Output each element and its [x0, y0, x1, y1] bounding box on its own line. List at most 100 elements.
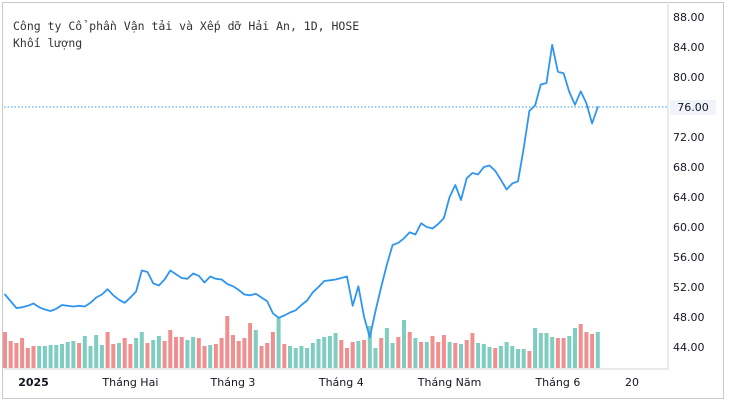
- volume-bar: [322, 337, 327, 368]
- volume-bar: [88, 346, 93, 368]
- volume-bar: [561, 338, 566, 368]
- volume-bar: [590, 334, 595, 368]
- volume-bar: [151, 340, 156, 368]
- volume-bar: [390, 343, 395, 368]
- volume-bar: [402, 320, 406, 368]
- volume-bar: [333, 333, 338, 368]
- y-tick-label: 68.00: [673, 161, 705, 174]
- volume-bar: [128, 344, 133, 368]
- volume-bar: [111, 344, 116, 368]
- volume-bar: [105, 332, 110, 368]
- x-tick-label: Tháng Năm: [417, 376, 482, 389]
- x-tick-label: Tháng 4: [318, 376, 364, 389]
- volume-bar: [367, 326, 372, 368]
- y-tick-label: 80.00: [673, 71, 705, 84]
- volume-bar: [413, 338, 418, 368]
- volume-bar: [236, 341, 241, 368]
- volume-bar: [156, 336, 161, 368]
- y-tick-label: 84.00: [673, 41, 705, 54]
- volume-bar: [8, 341, 13, 368]
- volume-bar: [379, 338, 384, 368]
- volume-bar: [327, 336, 332, 368]
- volume-bar: [265, 343, 270, 368]
- volume-bar: [248, 323, 253, 368]
- volume-bar: [37, 346, 42, 368]
- volume-bar: [504, 342, 509, 368]
- volume-bar: [288, 346, 292, 368]
- chart-subtitle: Khối lượng: [13, 36, 83, 50]
- volume-bar: [430, 336, 435, 368]
- volume-bar: [282, 344, 287, 368]
- volume-bar: [356, 341, 361, 368]
- volume-bar: [419, 342, 424, 368]
- volume-bar: [362, 340, 367, 368]
- volume-bar: [339, 340, 344, 368]
- volume-bar: [31, 346, 36, 368]
- volume-bar: [436, 342, 441, 368]
- volume-bar: [293, 348, 298, 368]
- x-tick-label: 2025: [18, 376, 49, 389]
- volume-bar: [498, 346, 503, 368]
- volume-bar: [174, 337, 178, 368]
- volume-bar: [168, 330, 173, 368]
- volume-bar: [179, 337, 184, 368]
- volume-bar: [516, 349, 520, 368]
- volume-bar: [441, 335, 446, 368]
- y-tick-label: 64.00: [673, 191, 705, 204]
- chart-frame: Công ty Cổ phần Vận tải và Xếp dỡ Hải An…: [2, 2, 724, 399]
- y-tick-label: 60.00: [673, 221, 705, 234]
- volume-bar: [544, 333, 549, 368]
- volume-bar: [510, 346, 515, 368]
- volume-bar: [573, 328, 577, 368]
- volume-bar: [99, 345, 104, 368]
- volume-bar: [555, 338, 560, 368]
- volume-bar: [578, 324, 583, 368]
- y-tick-label: 72.00: [673, 131, 705, 144]
- volume-bar: [82, 336, 87, 368]
- volume-bar: [481, 344, 486, 368]
- volume-bar: [162, 341, 167, 368]
- x-tick-label: Tháng 6: [534, 376, 580, 389]
- volume-bar: [584, 332, 589, 368]
- volume-bar: [242, 338, 247, 368]
- volume-bar: [231, 335, 235, 368]
- volume-bar: [527, 351, 532, 368]
- volume-bar: [253, 330, 258, 368]
- volume-bar: [453, 343, 458, 368]
- volume-bar: [225, 316, 230, 368]
- last-price-badge: 76.00: [670, 99, 716, 115]
- x-tick-label: Tháng 3: [210, 376, 256, 389]
- volume-bar: [71, 341, 76, 368]
- volume-bar: [94, 335, 99, 368]
- volume-bar: [533, 328, 538, 368]
- volume-bar: [60, 344, 64, 368]
- volume-bar: [276, 318, 281, 368]
- volume-bar: [191, 337, 196, 368]
- volume-bar: [407, 332, 412, 368]
- y-tick-label: 56.00: [673, 251, 705, 264]
- volume-bar: [219, 338, 224, 368]
- volume-bar: [145, 343, 150, 368]
- volume-bar: [538, 333, 543, 368]
- volume-bar: [139, 332, 144, 368]
- volume-bar: [316, 339, 321, 368]
- volume-bar: [345, 348, 349, 368]
- volume-bar: [54, 345, 59, 368]
- volume-bar: [259, 346, 264, 368]
- volume-bar: [595, 332, 600, 368]
- price-series-line: [4, 43, 599, 339]
- volume-bar: [550, 337, 555, 368]
- volume-bar: [25, 348, 30, 368]
- volume-bar: [470, 333, 475, 368]
- volume-bar: [447, 342, 452, 368]
- volume-bar: [20, 338, 25, 368]
- x-tick-label: Tháng Hai: [101, 376, 158, 389]
- y-tick-label: 88.00: [673, 11, 705, 24]
- volume-bar: [134, 338, 139, 368]
- volume-bar: [208, 345, 213, 368]
- volume-bar: [117, 343, 121, 368]
- volume-bar: [350, 342, 355, 368]
- volume-bar: [305, 348, 310, 368]
- volume-bar: [521, 349, 526, 368]
